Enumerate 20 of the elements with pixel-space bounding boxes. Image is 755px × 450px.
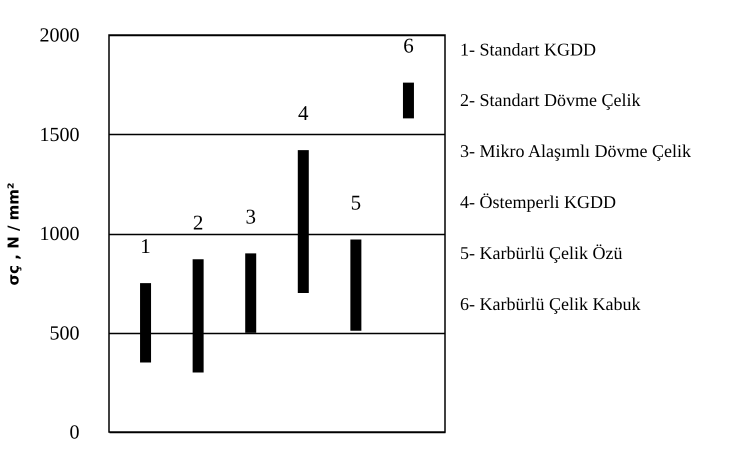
x-tick-label: 3 [245,204,256,228]
x-tick-label: 6 [403,34,414,58]
bar [402,82,414,118]
text: 6- Karbürlü Çelik Kabuk [460,294,640,314]
text: 1- Standart KGDD [460,39,596,60]
text: 5- Karbürlü Çelik Özü [460,242,622,263]
bar [350,239,362,331]
y-tick-label: 500 [50,322,80,344]
text: 2- Standart Dövme Çelik [460,90,640,110]
y-tick-label: 2000 [40,24,80,46]
x-tick-label: 4 [298,101,310,126]
y-tick-label: 1500 [40,124,80,146]
y-tick-label: 1000 [40,223,80,245]
x-tick-label: 2 [192,210,204,234]
text: 3- Mikro Alaşımlı Dövme Çelik [460,141,691,162]
y-axis-title: σç , N / mm² [4,182,22,286]
y-tick-label: 0 [70,422,80,444]
text: 4- Östemperli KGDD [460,192,616,212]
x-tick-label: 5 [350,190,362,214]
x-tick-label: 1 [140,234,151,258]
